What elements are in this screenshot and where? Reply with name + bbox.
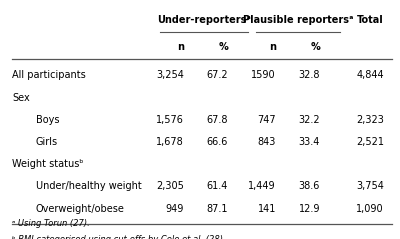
Text: %: % <box>310 42 320 52</box>
Text: 67.8: 67.8 <box>206 115 228 125</box>
Text: n: n <box>177 42 184 52</box>
Text: Boys: Boys <box>36 115 60 125</box>
Text: 1590: 1590 <box>251 70 276 80</box>
Text: n: n <box>269 42 276 52</box>
Text: %: % <box>218 42 228 52</box>
Text: 2,323: 2,323 <box>356 115 384 125</box>
Text: 3,254: 3,254 <box>156 70 184 80</box>
Text: 1,576: 1,576 <box>156 115 184 125</box>
Text: Weight statusᵇ: Weight statusᵇ <box>12 159 84 169</box>
Text: 1,449: 1,449 <box>248 181 276 191</box>
Text: 32.8: 32.8 <box>298 70 320 80</box>
Text: Sex: Sex <box>12 92 30 103</box>
Text: 61.4: 61.4 <box>207 181 228 191</box>
Text: 949: 949 <box>166 204 184 214</box>
Text: 2,521: 2,521 <box>356 137 384 147</box>
Text: 87.1: 87.1 <box>206 204 228 214</box>
Text: Overweight/obese: Overweight/obese <box>36 204 125 214</box>
Text: Plausible reportersᵃ: Plausible reportersᵃ <box>243 15 353 25</box>
Text: 66.6: 66.6 <box>207 137 228 147</box>
Text: Under-reportersᵃ: Under-reportersᵃ <box>157 15 251 25</box>
Text: 12.9: 12.9 <box>298 204 320 214</box>
Text: ᵃ Using Torun (27).: ᵃ Using Torun (27). <box>12 219 90 228</box>
Text: 141: 141 <box>258 204 276 214</box>
Text: ᵇ BMI categorised using cut-offs by Cole et al. (28).: ᵇ BMI categorised using cut-offs by Cole… <box>12 234 226 239</box>
Text: 1,090: 1,090 <box>356 204 384 214</box>
Text: Under/healthy weight: Under/healthy weight <box>36 181 142 191</box>
Text: 4,844: 4,844 <box>356 70 384 80</box>
Text: 67.2: 67.2 <box>206 70 228 80</box>
Text: 1,678: 1,678 <box>156 137 184 147</box>
Text: 3,754: 3,754 <box>356 181 384 191</box>
Text: Total: Total <box>357 15 384 25</box>
Text: 33.4: 33.4 <box>299 137 320 147</box>
Text: Girls: Girls <box>36 137 58 147</box>
Text: 843: 843 <box>258 137 276 147</box>
Text: All participants: All participants <box>12 70 86 80</box>
Text: 32.2: 32.2 <box>298 115 320 125</box>
Text: 2,305: 2,305 <box>156 181 184 191</box>
Text: 38.6: 38.6 <box>299 181 320 191</box>
Text: 747: 747 <box>257 115 276 125</box>
